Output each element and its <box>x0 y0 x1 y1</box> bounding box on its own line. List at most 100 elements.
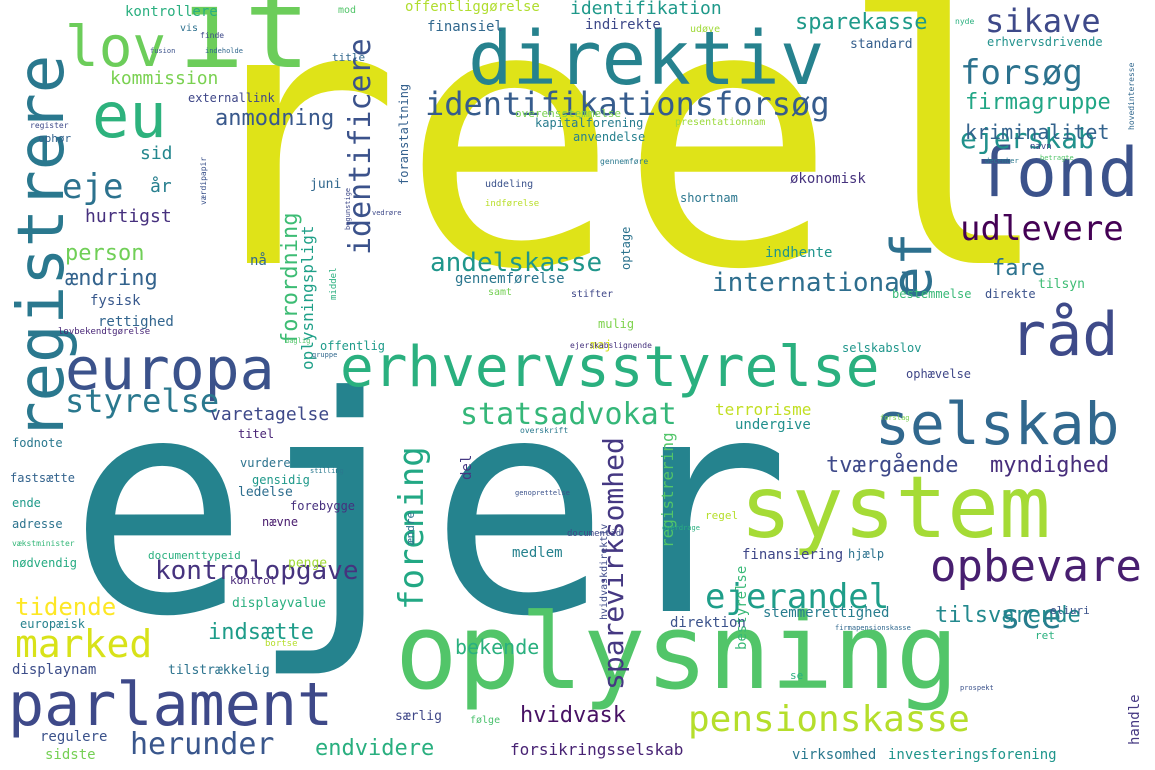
word-december: december <box>985 157 1019 165</box>
word-direkte: direkte <box>985 287 1036 301</box>
word-vurdere: vurdere <box>240 456 291 470</box>
word-erhvervsstyrelse: erhvervsstyrelse <box>340 335 880 400</box>
word-medlem: medlem <box>512 545 563 561</box>
word-indførelse: indførelse <box>485 199 540 209</box>
word-lov: lov <box>65 15 167 80</box>
word-finansiering: finansiering <box>742 547 844 563</box>
word-shortnam: shortnam <box>680 191 738 205</box>
word-fastsætte: fastsætte <box>10 471 76 485</box>
word-styrelse: styrelse <box>65 382 220 420</box>
word-virksomhed: virksomhed <box>792 747 877 763</box>
word-overensstemmelse: overensstemmelse <box>515 107 621 120</box>
word-nyde: nyde <box>955 17 975 26</box>
word-ophør: ophør <box>38 132 72 145</box>
word-varetagelse: varetagelse <box>210 404 330 425</box>
word-bestyrelse: bestyrelse <box>734 565 750 650</box>
word-marked: marked <box>15 622 153 666</box>
word-parlament: parlament <box>8 670 334 740</box>
word-register: register <box>30 121 69 130</box>
word-fare: fare <box>992 256 1045 281</box>
word-reel: reel <box>183 0 1055 349</box>
word-ende: ende <box>12 496 41 510</box>
word-penge: penge <box>288 556 328 571</box>
word-undergive: undergive <box>735 417 811 433</box>
word-myndighed: myndighed <box>990 453 1110 478</box>
word-opbevare: opbevare <box>930 541 1142 592</box>
word-begunstige: begunstige <box>344 187 352 230</box>
word-overskrift: overskrift <box>520 426 569 435</box>
word-nævne: nævne <box>262 515 299 529</box>
word-international: international <box>712 268 916 298</box>
word-erhvervsdrivende: erhvervsdrivende <box>987 35 1103 49</box>
word-sidste: sidste <box>45 747 96 763</box>
word-regel: regel <box>705 509 739 522</box>
word-kontrolopgave: kontrolopgave <box>155 556 359 586</box>
word-gennemføre: gennemføre <box>600 157 649 166</box>
word-investeringsforening: investeringsforening <box>888 747 1057 763</box>
word-ejerandel: ejerandel <box>705 577 890 617</box>
word-hjælp: hjælp <box>848 547 885 561</box>
word-gennemførelse: gennemførelse <box>455 271 565 287</box>
word-uddeling: uddeling <box>485 179 534 190</box>
word-identifikationsforsøg: identifikationsforsøg <box>425 85 830 123</box>
word-adresse: adresse <box>12 517 63 531</box>
word-ejerskab: ejerskab <box>960 122 1095 155</box>
word-tidende: tidende <box>15 593 117 621</box>
word-lovbekendtgørelse: lovbekendtgørelse <box>58 327 151 337</box>
word-udøve: udøve <box>690 24 721 35</box>
word-offentliggørelse: offentliggørelse <box>405 0 540 15</box>
word-selskabslov: selskabslov <box>842 341 922 355</box>
word-europa: europa <box>65 335 275 403</box>
word-eu: eu <box>92 79 167 152</box>
word-offentlig: offentlig <box>320 339 386 353</box>
word-forsikringsselskab: forsikringsselskab <box>510 740 684 759</box>
word-terrorisme: terrorisme <box>715 400 812 419</box>
word-foranstaltning: foranstaltning <box>397 83 411 185</box>
word-del: del <box>459 454 475 480</box>
word-regulere: regulere <box>40 729 108 745</box>
word-standard: standard <box>850 37 913 52</box>
word-nødvendig: nødvendig <box>12 556 78 570</box>
word-forebygge: forebygge <box>290 499 356 513</box>
word-fysisk: fysisk <box>90 293 141 309</box>
word-title: title <box>332 51 366 64</box>
word-documentid: documentid <box>567 529 622 539</box>
word-presentationnam: presentationnam <box>675 117 766 128</box>
word-gruppe: gruppe <box>312 351 338 359</box>
word-særlig: særlig <box>395 709 442 724</box>
word-udlevere: udlevere <box>960 209 1124 249</box>
word-vis: vis <box>180 23 199 34</box>
word-kontrol: kontrol <box>230 574 277 587</box>
word-fusion: fusion <box>150 47 176 55</box>
word-fond: fond <box>975 134 1139 213</box>
word-anmodning: anmodning <box>215 106 335 131</box>
word-tilsvarende: tilsvarende <box>935 603 1081 628</box>
word-kapitalforening: kapitalforening <box>535 116 644 130</box>
word-indirekte: indirekte <box>585 17 661 33</box>
word-sid: sid <box>140 143 173 164</box>
word-externallink: externallink <box>188 91 275 105</box>
word-ejerskabslignende: ejerskabslignende <box>570 341 652 350</box>
word-maj: maj <box>590 338 612 352</box>
word-råd: råd <box>1010 300 1119 370</box>
word-hurtigst: hurtigst <box>85 206 172 227</box>
word-ret: ret <box>1035 629 1055 642</box>
word-identifikation: identifikation <box>570 0 722 19</box>
word-juni: juni <box>310 177 342 192</box>
word-firmagruppe: firmagruppe <box>965 90 1111 115</box>
word-ophævelse: ophævelse <box>906 367 972 381</box>
word-herunder: herunder <box>130 727 275 762</box>
word-middel: middel <box>329 267 339 300</box>
word-ledelse: ledelse <box>238 485 293 500</box>
word-gensidig: gensidig <box>252 473 310 487</box>
word-vedrøre: vedrøre <box>372 209 402 217</box>
word-pensionskasse: pensionskasse <box>688 699 970 740</box>
word-betragte: betragte <box>1040 154 1074 162</box>
word-selskab: selskab <box>875 390 1120 458</box>
word-sikave: sikave <box>985 2 1101 40</box>
word-firmapensionskasse: firmapensionskasse <box>835 624 911 632</box>
word-navn: navn <box>1030 142 1052 152</box>
word-daglig: daglig <box>285 337 311 345</box>
word-rettighed: rettighed <box>98 314 174 330</box>
word-bestemmelse: bestemmelse <box>892 287 972 301</box>
